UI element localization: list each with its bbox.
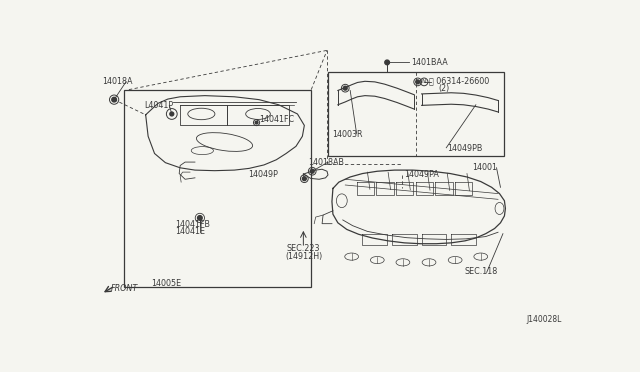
Text: SEC.223: SEC.223 (286, 244, 319, 253)
Circle shape (198, 216, 202, 220)
Bar (328, 72, 504, 156)
Text: 14049PB: 14049PB (447, 144, 483, 153)
Circle shape (385, 60, 390, 65)
Text: Ⓝ 06314-26600: Ⓝ 06314-26600 (429, 77, 489, 86)
Text: FRONT: FRONT (111, 284, 138, 293)
Text: 14041E: 14041E (175, 227, 205, 236)
Circle shape (112, 97, 116, 102)
Text: 14041FC: 14041FC (259, 115, 294, 124)
Text: 14049P: 14049P (248, 170, 278, 179)
Circle shape (416, 80, 420, 84)
Text: 14005E: 14005E (151, 279, 181, 288)
Circle shape (310, 169, 314, 173)
Text: (2): (2) (438, 84, 450, 93)
Text: J140028L: J140028L (527, 315, 562, 324)
Text: N: N (422, 79, 426, 84)
Text: 1401BAA: 1401BAA (411, 58, 447, 67)
Text: 14018AB: 14018AB (308, 158, 344, 167)
Circle shape (343, 86, 347, 90)
Text: SEC.118: SEC.118 (465, 267, 499, 276)
Circle shape (170, 112, 173, 116)
Text: 14018A: 14018A (102, 77, 132, 86)
Circle shape (255, 121, 258, 124)
Text: 14049PA: 14049PA (404, 170, 439, 179)
Text: 14001: 14001 (472, 163, 497, 172)
Text: L4041P: L4041P (145, 102, 174, 110)
Text: 14041FB: 14041FB (175, 220, 210, 229)
Text: 14003R: 14003R (332, 129, 362, 138)
Circle shape (303, 177, 307, 181)
Bar (124, 90, 311, 287)
Text: (14912H): (14912H) (285, 251, 323, 260)
